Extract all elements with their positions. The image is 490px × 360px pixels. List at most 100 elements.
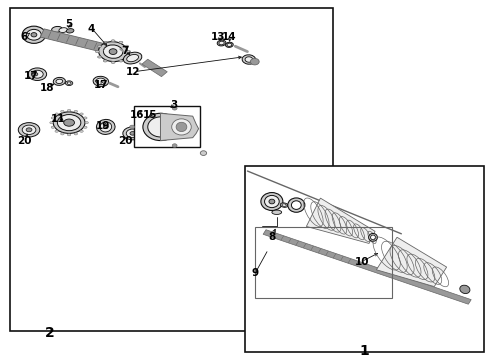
Text: 13: 13 <box>211 32 225 41</box>
Polygon shape <box>306 198 375 243</box>
Text: 7: 7 <box>122 46 129 56</box>
Polygon shape <box>40 29 118 55</box>
Ellipse shape <box>119 60 123 62</box>
Ellipse shape <box>109 49 117 54</box>
Ellipse shape <box>123 127 143 140</box>
Ellipse shape <box>26 30 41 40</box>
Ellipse shape <box>93 76 109 86</box>
Ellipse shape <box>176 122 187 132</box>
Ellipse shape <box>280 203 288 207</box>
Ellipse shape <box>219 41 224 45</box>
Ellipse shape <box>103 41 107 43</box>
Ellipse shape <box>31 33 37 37</box>
Ellipse shape <box>127 54 139 62</box>
Ellipse shape <box>85 122 88 124</box>
Ellipse shape <box>61 133 64 135</box>
Ellipse shape <box>250 58 259 65</box>
Ellipse shape <box>80 113 83 115</box>
Text: 4: 4 <box>87 24 95 35</box>
Ellipse shape <box>96 78 106 85</box>
Ellipse shape <box>111 61 115 63</box>
Text: 14: 14 <box>222 32 237 41</box>
Ellipse shape <box>103 125 108 129</box>
Ellipse shape <box>80 130 83 132</box>
Text: 19: 19 <box>96 121 110 131</box>
Ellipse shape <box>138 107 147 114</box>
Ellipse shape <box>143 113 178 140</box>
Ellipse shape <box>51 117 54 119</box>
Ellipse shape <box>217 40 226 46</box>
Ellipse shape <box>265 195 279 208</box>
Ellipse shape <box>103 45 123 58</box>
Ellipse shape <box>84 117 87 119</box>
Ellipse shape <box>368 233 377 241</box>
Ellipse shape <box>245 57 253 62</box>
Ellipse shape <box>26 128 32 132</box>
Bar <box>134 105 200 147</box>
Ellipse shape <box>124 45 128 47</box>
Polygon shape <box>142 59 167 77</box>
Ellipse shape <box>282 204 286 206</box>
Ellipse shape <box>119 41 123 43</box>
Ellipse shape <box>55 113 58 115</box>
Text: 20: 20 <box>17 136 31 145</box>
Ellipse shape <box>124 56 128 58</box>
Ellipse shape <box>292 201 301 210</box>
Ellipse shape <box>261 193 283 211</box>
Ellipse shape <box>28 68 47 81</box>
Text: 6: 6 <box>21 32 28 41</box>
Ellipse shape <box>56 79 63 84</box>
Ellipse shape <box>57 114 81 131</box>
Ellipse shape <box>64 119 74 126</box>
Ellipse shape <box>272 210 282 215</box>
Text: 1: 1 <box>360 343 369 357</box>
Ellipse shape <box>149 111 153 114</box>
Ellipse shape <box>370 235 375 240</box>
Ellipse shape <box>460 285 470 293</box>
Ellipse shape <box>66 28 74 33</box>
Ellipse shape <box>96 50 99 53</box>
Ellipse shape <box>97 120 115 134</box>
Ellipse shape <box>67 82 71 85</box>
Ellipse shape <box>269 199 275 204</box>
Ellipse shape <box>172 144 177 147</box>
Ellipse shape <box>147 109 155 116</box>
Ellipse shape <box>126 129 139 138</box>
Ellipse shape <box>148 117 173 137</box>
Ellipse shape <box>51 126 54 129</box>
Ellipse shape <box>130 132 135 135</box>
Ellipse shape <box>18 123 40 137</box>
Text: 10: 10 <box>355 257 369 267</box>
Text: 5: 5 <box>66 19 73 29</box>
Ellipse shape <box>53 112 85 134</box>
Ellipse shape <box>68 134 71 136</box>
Ellipse shape <box>61 110 64 112</box>
Ellipse shape <box>111 40 115 42</box>
Polygon shape <box>160 113 198 140</box>
Text: 20: 20 <box>118 136 132 145</box>
Text: 3: 3 <box>171 100 178 110</box>
Text: 8: 8 <box>269 232 276 242</box>
Ellipse shape <box>31 70 43 78</box>
Ellipse shape <box>242 55 256 64</box>
Polygon shape <box>376 237 447 287</box>
Ellipse shape <box>22 26 46 43</box>
Ellipse shape <box>103 60 107 62</box>
Ellipse shape <box>50 122 53 124</box>
Ellipse shape <box>74 110 77 112</box>
Ellipse shape <box>172 119 191 135</box>
Text: 17: 17 <box>24 71 38 81</box>
Ellipse shape <box>68 109 71 112</box>
Ellipse shape <box>130 125 135 129</box>
Text: 2: 2 <box>45 325 54 339</box>
Text: 16: 16 <box>130 111 145 121</box>
Bar <box>245 166 485 352</box>
Ellipse shape <box>53 77 65 85</box>
Ellipse shape <box>55 130 58 132</box>
Ellipse shape <box>84 126 87 129</box>
Ellipse shape <box>51 26 62 32</box>
Text: 15: 15 <box>143 111 157 121</box>
Ellipse shape <box>200 151 207 156</box>
Text: 11: 11 <box>51 114 66 124</box>
Bar <box>10 8 333 330</box>
